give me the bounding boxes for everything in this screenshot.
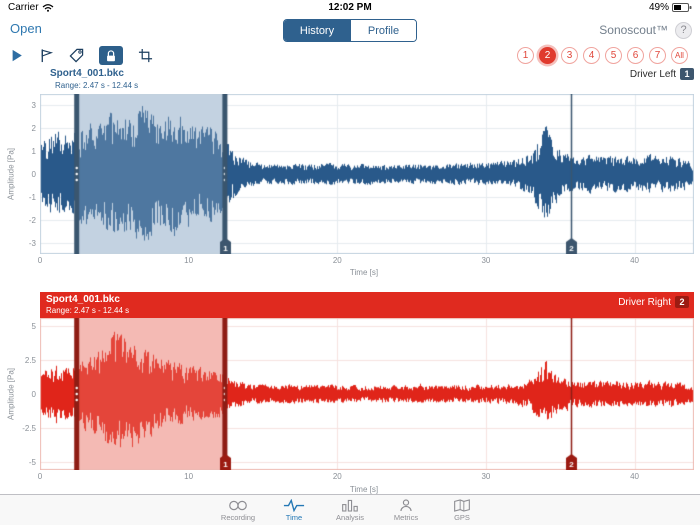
y-tick-label: -2 — [28, 215, 36, 225]
app-title: Sonoscout™ — [599, 23, 668, 37]
bottom-tab-bar: Recording Time Analysis Metrics — [0, 494, 700, 525]
bar-chart-icon — [342, 499, 358, 512]
channel-button-1[interactable]: 1 — [517, 47, 534, 64]
x-tick-label: 20 — [332, 256, 342, 265]
y-tick-label: 5 — [31, 322, 36, 332]
y-tick-label: -3 — [28, 238, 36, 248]
y-tick-label: 2 — [31, 124, 36, 134]
tab-time[interactable]: Time — [272, 498, 316, 522]
channel-button-3[interactable]: 3 — [561, 47, 578, 64]
x-axis-label-left: Time [s] — [349, 268, 379, 277]
channel-badge-1: 1 — [680, 68, 694, 80]
map-icon — [454, 498, 470, 512]
channel-badge-2: 2 — [675, 296, 689, 308]
chart-driver-left: Sport4_001.bkc Range: 2.47 s - 12.44 s D… — [0, 66, 700, 290]
chart-driver-right: Sport4_001.bkc Range: 2.47 s - 12.44 s D… — [0, 292, 700, 495]
x-tick-label: 30 — [481, 472, 491, 481]
range-label-right: Range: 2.47 s - 12.44 s — [46, 306, 130, 315]
crop-icon — [138, 48, 153, 63]
channel-button-4[interactable]: 4 — [583, 47, 600, 64]
tab-recording-label: Recording — [220, 512, 256, 522]
waveform-canvas-driver-right[interactable] — [40, 318, 694, 470]
y-tick-label: -5 — [28, 457, 36, 467]
y-tick-label: -1 — [28, 192, 36, 202]
recording-reels-icon — [229, 500, 247, 510]
tab-analysis-label: Analysis — [336, 512, 364, 522]
tab-metrics-label: Metrics — [393, 512, 419, 522]
waveform-plot-driver-left: 3 2 1 0 -1 -2 -3 0 10 20 30 40 — [29, 94, 694, 265]
tag-button[interactable] — [69, 47, 84, 65]
file-title-left: Sport4_001.bkc — [50, 68, 124, 79]
y-tick-label: -2.5 — [22, 423, 36, 433]
driver-right-label: Driver Right 2 — [618, 296, 689, 308]
lock-icon — [107, 49, 115, 61]
battery-percent: 49% — [648, 2, 669, 13]
y-tick-label: 0 — [31, 390, 36, 399]
tab-profile[interactable]: Profile — [350, 20, 416, 41]
range-label-left: Range: 2.47 s - 12.44 s — [55, 81, 139, 90]
tab-time-label: Time — [285, 512, 303, 522]
chart-header-right: Sport4_001.bkc Range: 2.47 s - 12.44 s D… — [40, 292, 694, 318]
clock: 12:02 PM — [328, 2, 372, 13]
channel-selector: 1 2 3 4 5 6 7 All — [517, 47, 690, 64]
tab-analysis[interactable]: Analysis — [328, 499, 372, 522]
x-tick-label: 40 — [630, 472, 639, 481]
x-tick-label: 10 — [184, 472, 194, 481]
driver-left-text: Driver Left — [629, 68, 676, 80]
x-tick-label: 10 — [184, 256, 194, 265]
tab-gps[interactable]: GPS — [440, 498, 484, 522]
lock-button[interactable] — [99, 46, 123, 65]
channel-button-6[interactable]: 6 — [627, 47, 644, 64]
driver-left-label: Driver Left 1 — [630, 68, 694, 80]
play-icon — [12, 49, 22, 62]
play-button[interactable] — [10, 47, 24, 65]
y-tick-label: 3 — [31, 101, 36, 111]
x-tick-label: 0 — [37, 472, 43, 481]
nav-bar: Open History Profile Sonoscout™ ? — [0, 15, 700, 46]
toolbar: 1 2 3 4 5 6 7 All — [0, 45, 700, 66]
x-tick-label: 30 — [481, 256, 491, 265]
waveform-icon — [283, 498, 305, 512]
flag-icon — [41, 49, 54, 63]
file-title-right: Sport4_001.bkc — [46, 294, 120, 305]
battery-icon — [672, 3, 692, 12]
history-profile-segmented-control: History Profile — [283, 19, 417, 42]
x-tick-label: 0 — [37, 256, 43, 265]
carrier-label: Carrier — [8, 2, 39, 13]
tag-icon — [69, 48, 84, 63]
x-tick-label: 40 — [630, 256, 639, 265]
flag-button[interactable] — [39, 47, 54, 65]
y-tick-label: 1 — [31, 147, 36, 157]
channel-button-2[interactable]: 2 — [539, 47, 556, 64]
waveform-plot-driver-right: 5 2.5 0 -2.5 -5 0 10 20 30 40 — [22, 318, 694, 481]
tab-history[interactable]: History — [284, 20, 350, 41]
wifi-icon — [42, 4, 53, 12]
person-icon — [400, 498, 412, 511]
x-tick-label: 20 — [332, 472, 342, 481]
help-button[interactable]: ? — [675, 21, 692, 39]
channel-button-7[interactable]: 7 — [649, 47, 666, 64]
waveform-canvas-driver-left[interactable] — [40, 94, 694, 254]
channel-button-all[interactable]: All — [671, 47, 688, 64]
tab-gps-label: GPS — [454, 512, 470, 522]
channel-button-5[interactable]: 5 — [605, 47, 622, 64]
open-button[interactable]: Open — [10, 21, 42, 36]
y-tick-label: 0 — [31, 170, 36, 179]
crop-button[interactable] — [138, 47, 153, 65]
x-axis-label-right: Time [s] — [349, 485, 379, 494]
tab-metrics[interactable]: Metrics — [384, 498, 428, 522]
status-bar: Carrier 12:02 PM 49% — [0, 0, 700, 15]
driver-right-text: Driver Right — [618, 296, 671, 308]
tab-recording[interactable]: Recording — [216, 499, 260, 522]
y-tick-label: 2.5 — [24, 356, 36, 366]
